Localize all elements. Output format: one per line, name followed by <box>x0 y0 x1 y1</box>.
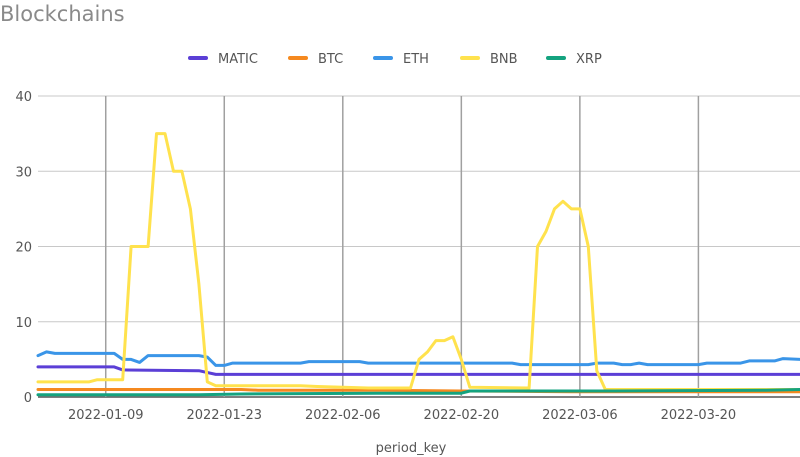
series-line-xrp <box>36 388 800 397</box>
series-line-bnb <box>36 132 800 391</box>
legend-item-bnb[interactable]: BNB <box>460 52 518 67</box>
legend-label: ETH <box>403 52 429 67</box>
legend-item-matic[interactable]: MATIC <box>188 52 258 67</box>
x-axis-title: period_key <box>376 441 447 456</box>
grid <box>38 95 800 398</box>
y-tick-label: 0 <box>24 391 32 406</box>
x-axis-ticks: 2022-01-09 2022-01-23 2022-02-06 2022-02-20… <box>68 408 736 423</box>
y-tick-label: 10 <box>15 316 32 331</box>
y-tick-label: 20 <box>15 241 32 256</box>
x-tick-label: 2022-01-09 <box>68 408 144 423</box>
x-tick-label: 2022-02-06 <box>305 408 381 423</box>
series-line-matic <box>36 365 800 376</box>
legend-label: MATIC <box>218 52 258 67</box>
legend-label: XRP <box>576 52 602 67</box>
y-axis-ticks: 0 10 20 30 40 <box>15 90 32 406</box>
x-tick-label: 2022-03-20 <box>661 408 737 423</box>
y-tick-label: 30 <box>15 165 32 180</box>
legend: MATIC BTC ETH BNB XRP <box>188 52 602 67</box>
legend-label: BNB <box>490 52 518 67</box>
x-tick-label: 2022-03-06 <box>542 408 618 423</box>
series-line-eth <box>36 350 800 367</box>
legend-item-btc[interactable]: BTC <box>288 52 343 67</box>
y-tick-label: 40 <box>15 90 32 105</box>
legend-item-xrp[interactable]: XRP <box>546 52 602 67</box>
chart-title: Blockchains <box>0 2 125 26</box>
legend-item-eth[interactable]: ETH <box>373 52 429 67</box>
x-tick-label: 2022-02-20 <box>424 408 500 423</box>
legend-label: BTC <box>318 52 343 67</box>
series-lines <box>36 132 800 397</box>
x-tick-label: 2022-01-23 <box>186 408 262 423</box>
